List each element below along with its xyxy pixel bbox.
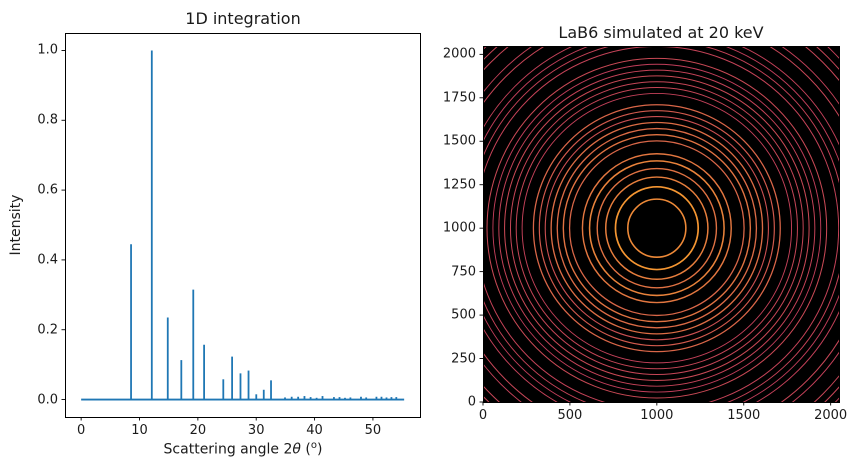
x-axis-label-text: Scattering angle 2 [163,441,293,458]
right-plot-y-tick-label: 500 [451,307,476,323]
right-plot-y-tick-label: 1750 [442,90,476,106]
right-plot-x-tick-label: 2000 [814,408,848,423]
right-plot-x-tick-label: 0 [478,408,488,423]
x-axis-label-close: ) [316,441,323,458]
right-plot-x-tick-label: 1000 [640,408,674,423]
left-plot-y-tick-label: 0.8 [37,112,58,128]
right-plot-y-tick-label: 1500 [442,133,476,149]
right-plot-y-tick-label: 1250 [442,177,476,193]
left-plot-x-tick-label: 50 [364,423,382,438]
left-plot-y-tick-label: 0.4 [37,252,58,268]
left-plot-x-tick-label: 30 [247,423,265,438]
left-plot-y-tick-label: 0.0 [37,392,58,408]
left-plot-y-tick-label: 0.2 [37,322,58,338]
x-axis-label-paren: ( [300,441,311,458]
right-plot-x-tick-label: 1500 [727,408,761,423]
left-plot-x-axis-label: Scattering angle 2θ (o) [164,440,323,458]
left-plot-x-tick-label: 20 [189,423,207,438]
left-plot-y-tick-label: 0.6 [37,182,58,198]
right-plot-y-tick-label: 250 [451,351,476,367]
right-plot-y-tick-label: 750 [451,264,476,280]
degree-superscript: o [310,440,317,451]
left-plot-x-tick-label: 0 [77,423,86,438]
right-plot-x-tick-label: 500 [557,408,583,423]
right-plot-y-tick-label: 1000 [442,220,476,236]
theta-symbol: θ [292,441,301,458]
left-plot-y-tick-label: 1.0 [37,42,58,58]
right-plot-y-tick-label: 0 [467,394,476,410]
left-plot-title: 1D integration [185,9,301,28]
left-plot-x-tick-label: 40 [306,423,323,438]
right-plot-title: LaB6 simulated at 20 keV [558,23,764,42]
left-plot-x-tick-label: 10 [131,423,148,438]
left-plot-y-axis-label: Intensity [8,194,24,256]
right-plot-y-tick-label: 2000 [442,46,476,62]
